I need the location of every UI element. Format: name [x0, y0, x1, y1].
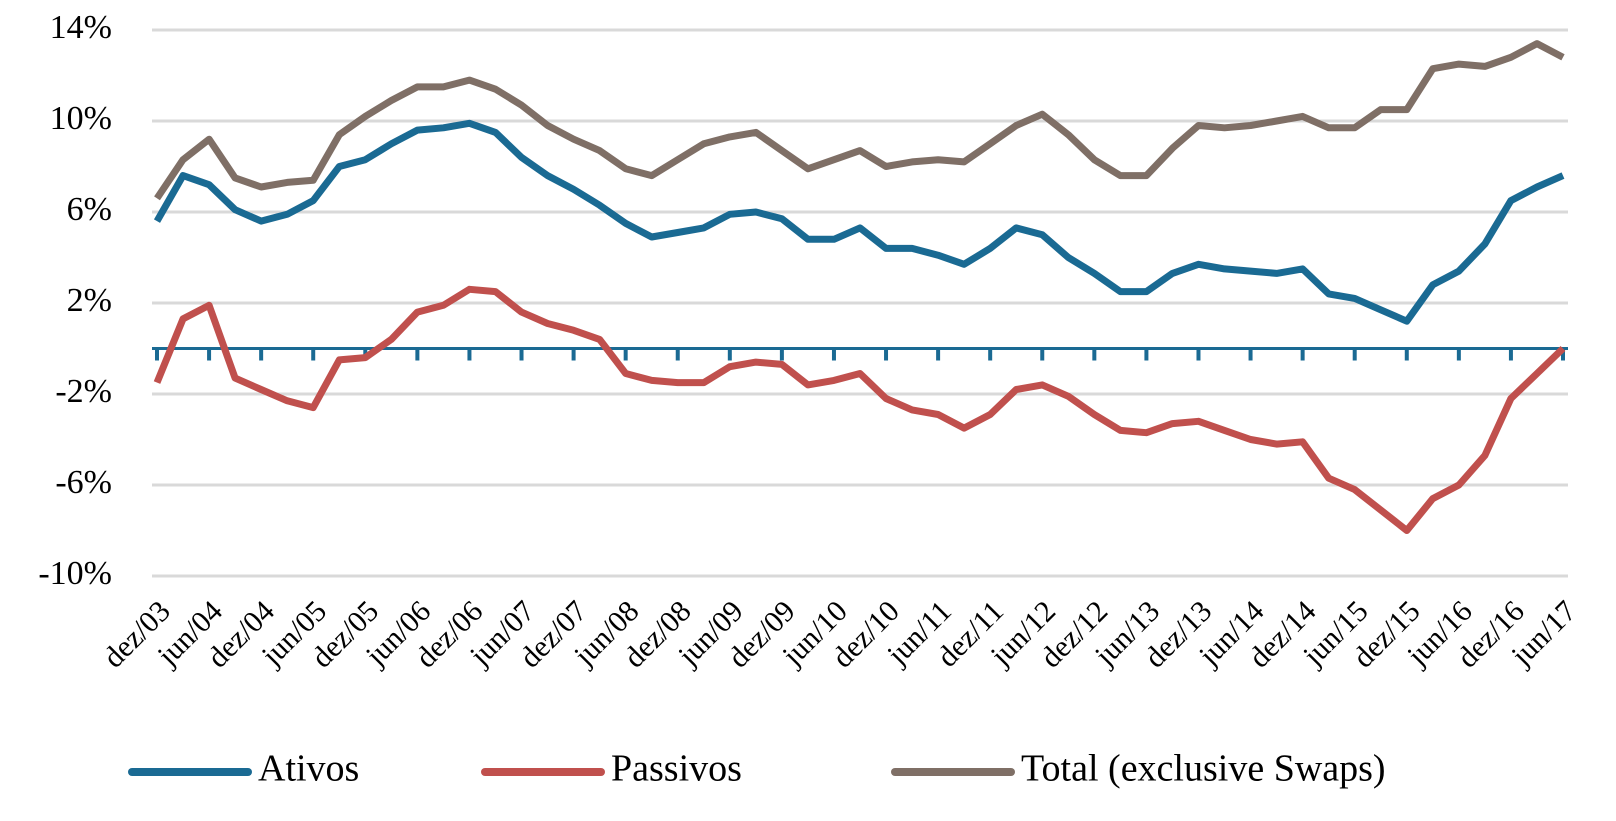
legend-label: Ativos: [258, 748, 359, 790]
legend-label: Passivos: [611, 748, 742, 790]
y-tick-label: -6%: [55, 464, 112, 501]
legend-label: Total (exclusive Swaps): [1021, 748, 1386, 790]
y-tick-label: -2%: [55, 373, 112, 410]
y-tick-label: -10%: [38, 555, 112, 592]
y-tick-label: 10%: [50, 100, 112, 137]
series-line: [153, 119, 1565, 325]
series-line: [154, 40, 1565, 201]
y-tick-label: 6%: [67, 191, 112, 228]
y-tick-label: 2%: [67, 282, 112, 319]
y-tick-label: 14%: [50, 9, 112, 46]
series-line: [153, 285, 1566, 534]
